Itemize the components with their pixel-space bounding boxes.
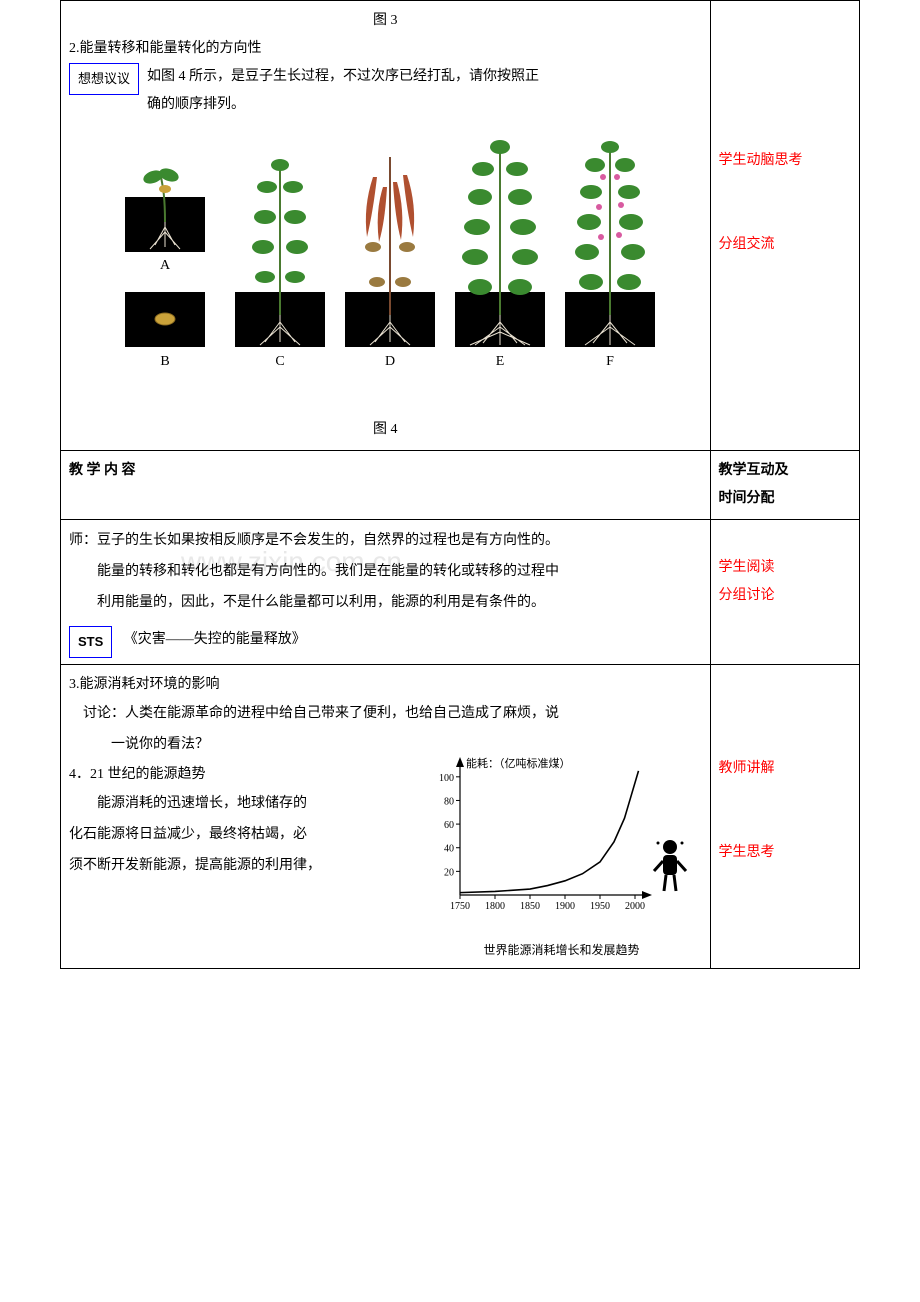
section-header-right-l1: 教学互动及 <box>719 463 789 478</box>
plant-b <box>125 292 205 347</box>
svg-text:100: 100 <box>439 773 454 784</box>
row3-side-note2: 分组讨论 <box>719 582 851 610</box>
prompt-line2: 确的顺序排列。 <box>147 97 245 112</box>
svg-text:1950: 1950 <box>590 901 610 912</box>
label-b: B <box>161 354 170 369</box>
label-e: E <box>496 354 505 369</box>
svg-text:1900: 1900 <box>555 901 575 912</box>
row1-main: 图 3 2.能量转移和能量转化的方向性 想想议议 如图 4 所示，是豆子生长过程… <box>61 1 711 451</box>
plant-c <box>235 159 325 347</box>
think-box: 想想议议 <box>69 63 139 95</box>
energy-chart: 能耗：（亿吨标准煤） 20 40 60 80 100 1750 1800 1850 1900 195… <box>422 755 702 962</box>
row1-side-note1: 学生动脑思考 <box>719 147 851 175</box>
teacher-prefix: 师： <box>69 533 97 548</box>
label-c: C <box>276 354 285 369</box>
row3-side-note1: 学生阅读 <box>719 554 851 582</box>
fig3-label: 图 3 <box>69 7 702 35</box>
fig4-label: 图 4 <box>69 416 702 444</box>
row4-side-note1: 教师讲解 <box>719 755 851 783</box>
sec3-title: 3.能源消耗对环境的影响 <box>69 671 702 699</box>
svg-text:1800: 1800 <box>485 901 505 912</box>
p4-l3: 须不断开发新能源，提高能源的利用律， <box>69 858 321 873</box>
label-d: D <box>385 354 395 369</box>
bean-svg: A B <box>115 127 655 377</box>
chart-caption: 世界能源消耗增长和发展趋势 <box>422 938 702 962</box>
svg-text:60: 60 <box>444 820 454 831</box>
svg-text:40: 40 <box>444 844 454 855</box>
label-f: F <box>606 354 614 369</box>
label-a: A <box>160 258 171 273</box>
plant-e <box>455 140 545 347</box>
plant-d <box>345 157 435 347</box>
svg-text:1750: 1750 <box>450 901 470 912</box>
discuss-prefix: 讨论： <box>69 706 125 721</box>
discuss-l1: 人类在能源革命的进程中给自己带来了便利，也给自己造成了麻烦，说 <box>125 706 559 721</box>
sec2-title: 2.能量转移和能量转化的方向性 <box>69 35 702 63</box>
p1-l3: 利用能量的，因此，不是什么能量都可以利用，能源的利用是有条件的。 <box>69 588 702 619</box>
sts-box: STS <box>69 626 112 658</box>
svg-text:2000: 2000 <box>625 901 645 912</box>
think-prompt: 想想议议 如图 4 所示，是豆子生长过程，不过次序已经打乱，请你按照正 确的顺序… <box>69 63 702 119</box>
plant-a <box>125 166 205 252</box>
svg-text:能耗：（亿吨标准煤）: 能耗：（亿吨标准煤） <box>466 756 571 770</box>
svg-text:20: 20 <box>444 867 454 878</box>
row2-main: 教 学 内 容 <box>61 451 711 520</box>
row1-side: 学生动脑思考 分组交流 <box>710 1 859 451</box>
row4-main: 3.能源消耗对环境的影响 讨论：人类在能源革命的进程中给自己带来了便利，也给自己… <box>61 665 711 969</box>
row1-side-note2: 分组交流 <box>719 231 851 259</box>
svg-text:1850: 1850 <box>520 901 540 912</box>
p4-l2: 化石能源将日益减少，最终将枯竭，必 <box>69 827 307 842</box>
row4-side-note2: 学生思考 <box>719 839 851 867</box>
bean-figure: A B <box>115 127 655 388</box>
p1-l1: 豆子的生长如果按相反顺序是不会发生的，自然界的过程也是有方向性的。 <box>97 533 559 548</box>
sts-title: 《灾害——失控的能量释放》 <box>124 632 306 647</box>
row3-side: 学生阅读 分组讨论 <box>710 520 859 665</box>
row2-side: 教学互动及 时间分配 <box>710 451 859 520</box>
prompt-line1: 如图 4 所示，是豆子生长过程，不过次序已经打乱，请你按照正 <box>147 69 539 84</box>
energy-chart-svg: 能耗：（亿吨标准煤） 20 40 60 80 100 1750 1800 1850 1900 195… <box>422 755 702 925</box>
plant-f <box>565 141 655 347</box>
lesson-table: 图 3 2.能量转移和能量转化的方向性 想想议议 如图 4 所示，是豆子生长过程… <box>60 0 860 969</box>
p1-l2: 能量的转移和转化也都是有方向性的。我们是在能量的转化或转移的过程中 <box>69 557 702 588</box>
section-header-right-l2: 时间分配 <box>719 491 775 506</box>
section-header-left: 教 学 内 容 <box>69 463 136 478</box>
svg-text:80: 80 <box>444 796 454 807</box>
row3-main: www.zixin.com.cn 师：豆子的生长如果按相反顺序是不会发生的，自然… <box>61 520 711 665</box>
row4-side: 教师讲解 学生思考 <box>710 665 859 969</box>
p4-l1: 能源消耗的迅速增长，地球储存的 <box>69 796 307 811</box>
